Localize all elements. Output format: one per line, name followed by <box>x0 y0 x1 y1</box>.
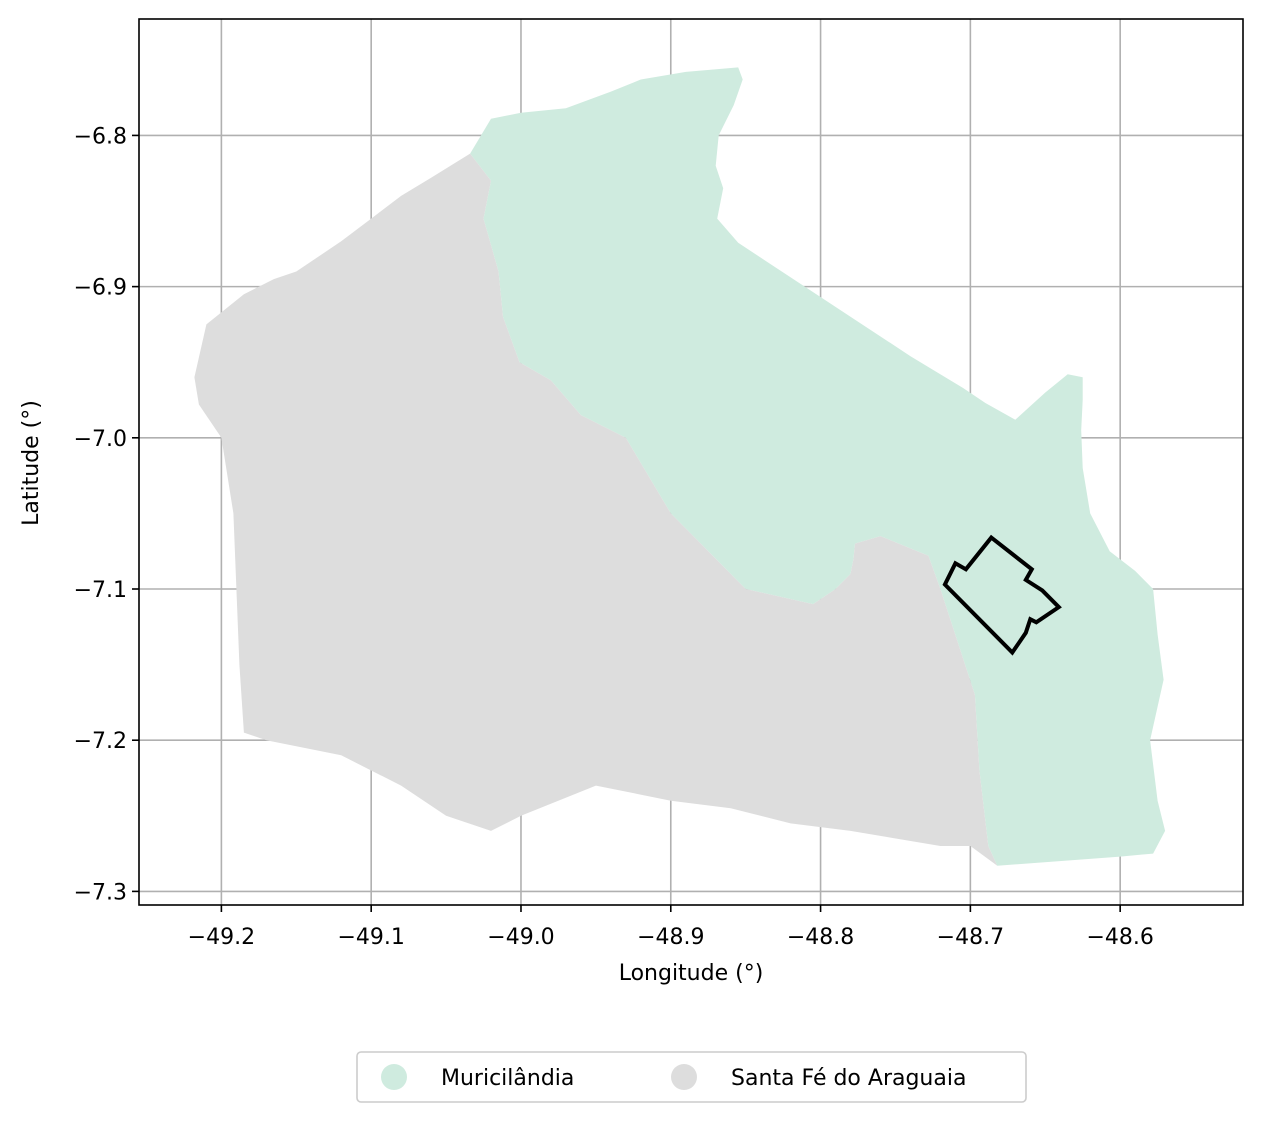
map-regions <box>194 67 1166 866</box>
legend-label-0: Muricilândia <box>441 1066 574 1091</box>
highlight-outline <box>942 534 1062 656</box>
x-tick-label-3: −48.9 <box>637 925 704 950</box>
legend-marker-0 <box>381 1064 407 1090</box>
region-0 <box>470 67 1166 866</box>
x-axis-ticks: −49.2 −49.1 −49.0 −48.9 −48.8 −48.7 −48.6 <box>188 905 1154 950</box>
legend-marker-1 <box>671 1064 697 1090</box>
y-tick-label-1: −6.9 <box>74 276 127 301</box>
y-tick-label-4: −7.2 <box>74 729 127 754</box>
y-tick-label-3: −7.1 <box>74 578 127 603</box>
legend: Muricilândia Santa Fé do Araguaia <box>356 1051 1027 1103</box>
x-tick-label-0: −49.2 <box>188 925 255 950</box>
y-axis-title: Latitude (°) <box>19 400 44 526</box>
x-tick-label-2: −49.0 <box>487 925 554 950</box>
y-tick-label-5: −7.3 <box>74 880 127 905</box>
x-tick-label-6: −48.6 <box>1086 925 1153 950</box>
y-tick-label-0: −6.8 <box>74 124 127 149</box>
x-tick-label-4: −48.8 <box>787 925 854 950</box>
axes-frame <box>138 18 1244 906</box>
region-1 <box>194 153 998 866</box>
y-axis-ticks: −6.8 −6.9 −7.0 −7.1 −7.2 −7.3 <box>74 124 139 905</box>
x-axis-title: Longitude (°) <box>619 961 764 986</box>
x-tick-label-1: −49.1 <box>337 925 404 950</box>
y-tick-label-2: −7.0 <box>74 427 127 452</box>
legend-label-1: Santa Fé do Araguaia <box>731 1066 966 1091</box>
x-tick-label-5: −48.7 <box>937 925 1004 950</box>
highlight-outline-layer <box>942 534 1062 656</box>
